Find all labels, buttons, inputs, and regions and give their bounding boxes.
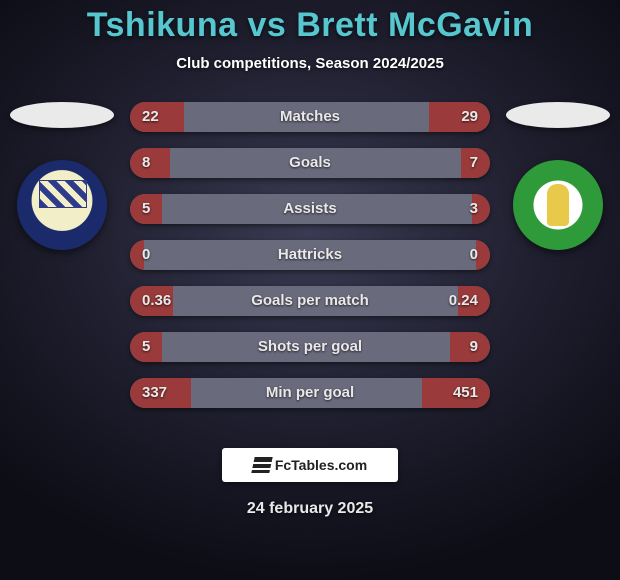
stat-value-right: 3: [470, 194, 478, 224]
stat-value-right: 7: [470, 148, 478, 178]
stat-row: 5Assists3: [130, 194, 490, 224]
content: Tshikuna vs Brett McGavin Club competiti…: [0, 0, 620, 580]
page-subtitle: Club competitions, Season 2024/2025: [0, 55, 620, 72]
stat-row: 22Matches29: [130, 102, 490, 132]
stat-label: Shots per goal: [130, 332, 490, 362]
stat-row: 5Shots per goal9: [130, 332, 490, 362]
stat-value-right: 0: [470, 240, 478, 270]
brand-text: FcTables.com: [275, 457, 367, 473]
page-title: Tshikuna vs Brett McGavin: [0, 0, 620, 45]
snapshot-date: 24 february 2025: [0, 500, 620, 518]
brand-icon: [251, 457, 272, 473]
stat-label: Matches: [130, 102, 490, 132]
nationality-flag-left: [10, 102, 114, 128]
brand-badge: FcTables.com: [222, 448, 398, 482]
stat-row: 0.36Goals per match0.24: [130, 286, 490, 316]
player-left-block: [2, 102, 122, 250]
stat-label: Goals per match: [130, 286, 490, 316]
stat-value-right: 0.24: [449, 286, 478, 316]
stat-row: 0Hattricks0: [130, 240, 490, 270]
comparison-arena: 22Matches29 8Goals7 5Assists3 0Hattricks0 0.…: [0, 102, 620, 432]
stat-label: Goals: [130, 148, 490, 178]
stat-value-right: 29: [461, 102, 478, 132]
club-crest-left: [17, 160, 107, 250]
stat-value-right: 9: [470, 332, 478, 362]
stat-label: Hattricks: [130, 240, 490, 270]
stat-value-right: 451: [453, 378, 478, 408]
stat-bars: 22Matches29 8Goals7 5Assists3 0Hattricks0 0.…: [130, 102, 490, 424]
nationality-flag-right: [506, 102, 610, 128]
stat-row: 337Min per goal451: [130, 378, 490, 408]
stat-label: Assists: [130, 194, 490, 224]
stat-label: Min per goal: [130, 378, 490, 408]
club-crest-right: [513, 160, 603, 250]
stat-row: 8Goals7: [130, 148, 490, 178]
player-right-block: [498, 102, 618, 250]
